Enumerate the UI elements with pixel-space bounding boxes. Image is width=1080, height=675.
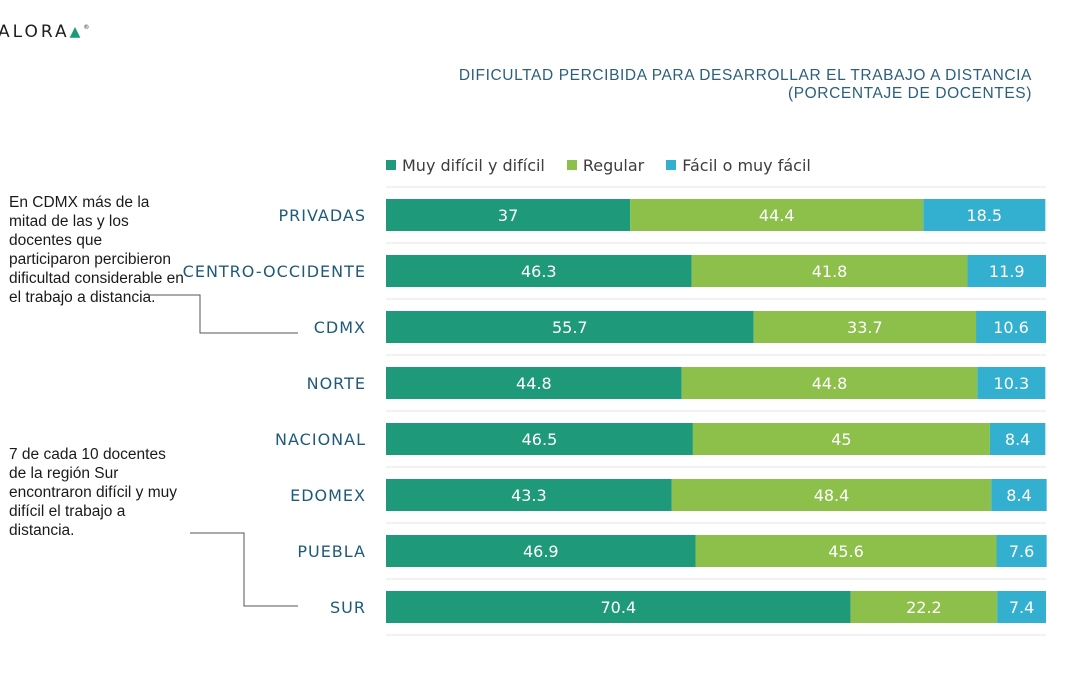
- annotation-cdmx: En CDMX más de la mitad de las y los doc…: [9, 194, 184, 306]
- chart-title-line1: DIFICULTAD PERCIBIDA PARA DESARROLLAR EL…: [458, 67, 1032, 84]
- bar-privadas-series-1: [386, 199, 631, 231]
- bar-centro-occidente-series-1: [386, 255, 692, 287]
- bar-norte-series-1: [386, 367, 682, 399]
- data-label-sur-series-2: 22.2: [906, 598, 942, 617]
- data-label-norte-series-2: 44.8: [812, 374, 848, 393]
- bar-cdmx-series-2: [753, 311, 977, 343]
- bar-centro-occidente-series-2: [691, 255, 968, 287]
- category-label-norte: NORTE: [307, 374, 366, 393]
- legend-label-muy-dificil: Muy difícil y difícil: [402, 155, 545, 175]
- connector-line-sur: [190, 532, 298, 607]
- bar-puebla-series-1: [386, 535, 696, 567]
- legend-swatch-regular: [566, 160, 577, 170]
- legend-item-facil: Fácil o muy fácil: [666, 156, 811, 175]
- bar-edomex-series-1: [386, 479, 672, 511]
- bar-cdmx-series-1: [386, 311, 754, 343]
- bar-puebla-series-2: [695, 535, 997, 567]
- data-label-nacional-series-2: 45: [831, 430, 851, 449]
- data-label-edomex-series-2: 48.4: [814, 486, 850, 505]
- annotation-connectors: [148, 294, 298, 607]
- legend-item-regular: Regular: [566, 155, 645, 175]
- category-label-centro-occidente: CENTRO-OCCIDENTE: [183, 262, 366, 281]
- data-label-nacional-series-3: 8.4: [1005, 430, 1030, 449]
- bar-sur-series-3: [997, 591, 1046, 623]
- category-label-privadas: PRIVADAS: [279, 206, 367, 225]
- data-label-cdmx-series-2: 33.7: [847, 318, 883, 337]
- bar-privadas-series-3: [923, 199, 1046, 231]
- category-label-cdmx: CDMX: [314, 318, 366, 337]
- data-label-centro-occidente-series-2: 41.8: [812, 262, 848, 281]
- bar-norte-series-2: [681, 367, 978, 399]
- chart-title-line2: (PORCENTAJE DE DOCENTES): [787, 85, 1032, 102]
- brand-name: ALORA: [0, 22, 70, 42]
- chart-bars: 37 44.4 18.5 46.3 41.8 11.9 55.7 33.7 10.6 44.8 44…: [386, 199, 1047, 623]
- brand-triangle-icon: ▲: [69, 24, 84, 40]
- legend-item-muy-dificil: Muy difícil y difícil: [386, 156, 545, 175]
- data-label-edomex-series-3: 8.4: [1006, 486, 1031, 505]
- data-label-cdmx-series-1: 55.7: [552, 318, 588, 337]
- category-label-puebla: PUEBLA: [297, 542, 366, 561]
- data-label-centro-occidente-series-1: 46.3: [521, 262, 557, 281]
- data-label-norte-series-1: 44.8: [516, 374, 552, 393]
- data-label-nacional-series-1: 46.5: [522, 430, 558, 449]
- brand-logo: ALORA▲®: [0, 22, 89, 42]
- bar-edomex-series-3: [991, 479, 1047, 511]
- data-label-cdmx-series-3: 10.6: [993, 318, 1029, 337]
- bar-centro-occidente-series-3: [967, 255, 1046, 287]
- bar-nacional-series-3: [989, 423, 1046, 455]
- data-label-privadas-series-2: 44.4: [759, 206, 795, 225]
- data-label-privadas-series-3: 18.5: [966, 206, 1002, 225]
- chart-title: DIFICULTAD PERCIBIDA PARA DESARROLLAR EL…: [459, 67, 1032, 103]
- data-label-edomex-series-1: 43.3: [511, 486, 547, 505]
- data-label-puebla-series-3: 7.6: [1009, 542, 1034, 561]
- chart-category-labels: PRIVADAS CENTRO-OCCIDENTE CDMX NORTE NACIONA…: [183, 206, 367, 617]
- data-label-sur-series-3: 7.4: [1009, 598, 1034, 617]
- legend-swatch-facil: [666, 160, 677, 170]
- bar-puebla-series-3: [996, 535, 1047, 567]
- data-label-norte-series-3: 10.3: [994, 374, 1030, 393]
- legend-label-facil: Fácil o muy fácil: [682, 155, 811, 175]
- chart-legend: Muy difícil y difícil Regular Fácil o mu…: [386, 155, 811, 175]
- connector-line-cdmx: [148, 294, 298, 334]
- category-label-sur: SUR: [330, 598, 366, 617]
- chart-gridlines: [386, 186, 1046, 636]
- category-label-nacional: NACIONAL: [275, 430, 366, 449]
- data-label-puebla-series-1: 46.9: [523, 542, 559, 561]
- bar-nacional-series-2: [692, 423, 990, 455]
- brand-registered-mark: ®: [83, 24, 90, 31]
- data-label-privadas-series-1: 37: [498, 206, 518, 225]
- data-label-puebla-series-2: 45.6: [828, 542, 864, 561]
- bar-norte-series-3: [977, 367, 1046, 399]
- bar-privadas-series-2: [630, 199, 924, 231]
- legend-label-regular: Regular: [582, 155, 645, 175]
- bar-edomex-series-2: [671, 479, 992, 511]
- category-label-edomex: EDOMEX: [290, 486, 366, 505]
- data-label-centro-occidente-series-3: 11.9: [989, 262, 1025, 281]
- bar-sur-series-2: [850, 591, 998, 623]
- annotation-sur: 7 de cada 10 docentes de la región Sur e…: [9, 446, 177, 539]
- legend-swatch-muy-dificil: [386, 160, 396, 170]
- bar-nacional-series-1: [386, 423, 693, 455]
- data-label-sur-series-1: 70.4: [601, 598, 637, 617]
- bar-cdmx-series-3: [976, 311, 1046, 343]
- bar-sur-series-1: [386, 591, 851, 623]
